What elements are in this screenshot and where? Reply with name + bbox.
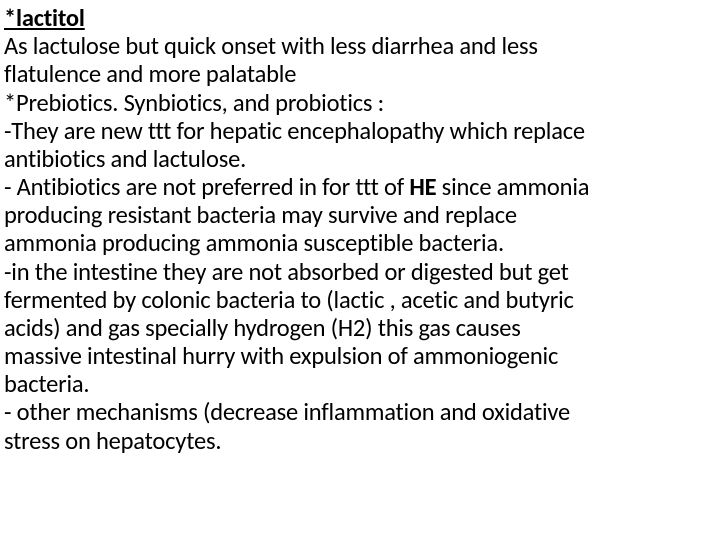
slide-title: *lactitol (4, 4, 712, 32)
body-line: - other mechanisms (decrease inflammatio… (4, 398, 712, 426)
slide-content: *lactitol As lactulose but quick onset w… (0, 0, 720, 540)
body-line: massive intestinal hurry with expulsion … (4, 342, 712, 370)
body-line-suffix: since ammonia (436, 172, 589, 202)
body-line: ammonia producing ammonia susceptible ba… (4, 229, 712, 257)
body-line: -They are new ttt for hepatic encephalop… (4, 117, 712, 145)
body-line: As lactulose but quick onset with less d… (4, 32, 712, 60)
body-line-bold-he: HE (409, 172, 436, 202)
body-line-he: - Antibiotics are not preferred in for t… (4, 173, 712, 201)
body-line: *Prebiotics. Synbiotics, and probiotics … (4, 89, 712, 117)
body-line: acids) and gas specially hydrogen (H2) t… (4, 314, 712, 342)
body-line: stress on hepatocytes. (4, 427, 712, 455)
body-line: antibiotics and lactulose. (4, 145, 712, 173)
body-line: fermented by colonic bacteria to (lactic… (4, 286, 712, 314)
body-line: flatulence and more palatable (4, 60, 712, 88)
body-line-prefix: - Antibiotics are not preferred in for t… (4, 172, 409, 202)
body-line: bacteria. (4, 370, 712, 398)
body-line: -in the intestine they are not absorbed … (4, 258, 712, 286)
body-line: producing resistant bacteria may survive… (4, 201, 712, 229)
